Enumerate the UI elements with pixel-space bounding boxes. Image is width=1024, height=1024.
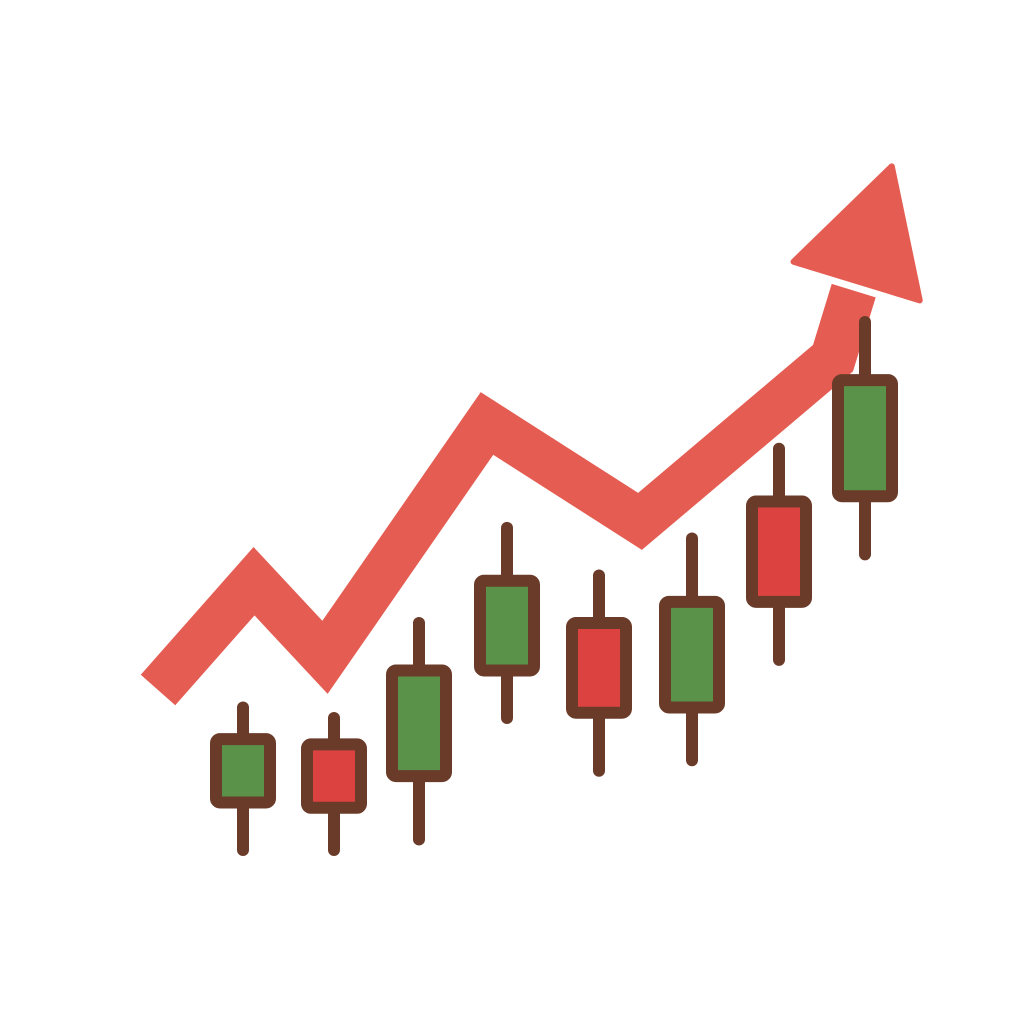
bearish-candle-body xyxy=(746,495,812,608)
upward-trend-arrow-icon xyxy=(790,163,923,304)
bearish-candle-body xyxy=(566,616,632,719)
bullish-candle-body xyxy=(659,595,725,714)
bearish-candle-body xyxy=(301,738,367,814)
candle-3 xyxy=(386,616,452,846)
candle-5 xyxy=(566,569,632,777)
bullish-candle-body xyxy=(832,374,898,503)
candle-2 xyxy=(301,712,367,856)
trend-arrow-shaft xyxy=(140,283,876,706)
candle-4 xyxy=(474,521,540,724)
candle-6 xyxy=(659,532,725,767)
bullish-candle-body xyxy=(386,664,452,783)
candle-7 xyxy=(746,442,812,666)
candles-group xyxy=(210,316,898,856)
trend-arrow-group xyxy=(140,163,923,706)
bullish-candle-body xyxy=(474,574,540,677)
bullish-candle-body xyxy=(210,733,276,809)
candle-1 xyxy=(210,701,276,856)
candle-8 xyxy=(832,316,898,561)
